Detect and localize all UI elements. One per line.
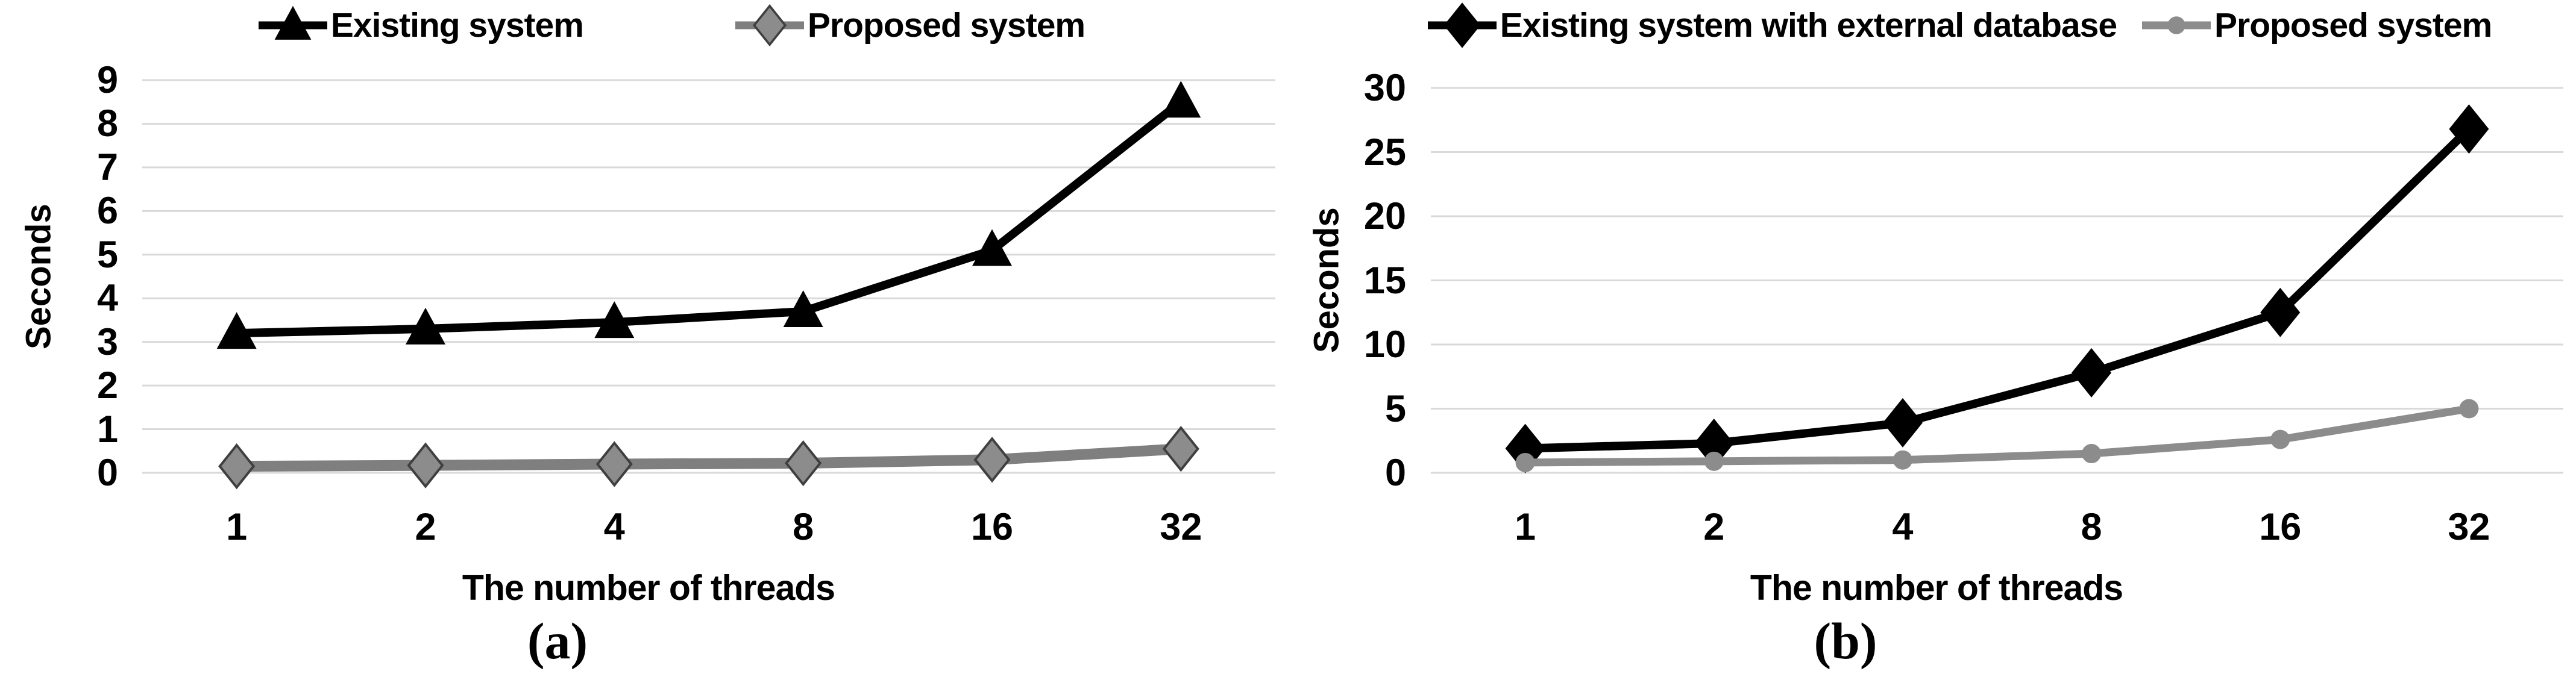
- y-tick-label: 10: [1363, 323, 1406, 366]
- y-tick-label: 3: [96, 320, 118, 363]
- y-tick-label: 2: [96, 364, 118, 407]
- diamond-marker: [1444, 2, 1481, 48]
- y-tick-label: 20: [1363, 195, 1406, 237]
- circle-marker: [2167, 16, 2185, 34]
- y-tick-label: 1: [96, 408, 118, 451]
- legend-item-proposed-system: Proposed system: [734, 2, 1085, 48]
- legend-item-proposed-system: Proposed system: [2141, 2, 2492, 48]
- panel-b: Existing system with external database P…: [1288, 0, 2576, 674]
- x-axis-title: The number of threads: [1750, 568, 2123, 608]
- legend-a: Existing system Proposed system: [54, 2, 1288, 48]
- plot-area-b: [1431, 87, 2563, 474]
- series-line: [236, 98, 1184, 338]
- legend-item-existing-system: Existing system: [257, 2, 584, 48]
- diamond-marker: [2072, 348, 2112, 398]
- y-tick-label: 5: [1384, 387, 1406, 430]
- triangle-marker: [594, 301, 635, 339]
- x-tick-label: 8: [793, 506, 814, 548]
- diamond-marker: [1882, 398, 1923, 448]
- x-tick-label: 2: [1703, 506, 1725, 548]
- legend-b: Existing system with external database P…: [1342, 2, 2576, 48]
- legend-item-existing-system-external-db: Existing system with external database: [1427, 2, 2117, 48]
- y-tick-label: 4: [96, 277, 118, 320]
- plot-area-a: [142, 79, 1275, 490]
- y-tick-label: 0: [96, 452, 118, 494]
- x-tick-label: 16: [2259, 506, 2302, 548]
- circle-marker: [1704, 451, 1724, 471]
- series-line: [1525, 126, 2472, 453]
- circle-marker: [2270, 429, 2290, 449]
- diamond-marker-icon: [1427, 2, 1497, 48]
- x-tick-label: 1: [1515, 506, 1536, 548]
- legend-label: Existing system with external database: [1500, 6, 2117, 45]
- x-tick-label: 2: [415, 506, 436, 548]
- x-tick-label: 32: [2448, 506, 2490, 548]
- diamond-marker-icon: [735, 4, 804, 47]
- triangle-marker: [783, 290, 823, 327]
- y-tick-label: 9: [96, 59, 118, 101]
- diamond-marker: [1694, 419, 1734, 469]
- y-tick-label: 15: [1363, 259, 1406, 302]
- y-tick-label: 0: [1384, 452, 1406, 494]
- x-tick-label: 4: [1892, 506, 1914, 548]
- y-tick-label: 30: [1363, 67, 1406, 109]
- diamond-marker: [407, 442, 444, 488]
- y-tick-label: 7: [96, 146, 118, 189]
- diamond-marker: [785, 440, 822, 487]
- diamond-marker: [595, 441, 633, 487]
- circle-marker: [2459, 399, 2479, 419]
- circle-marker-icon: [2142, 16, 2211, 34]
- x-tick-label: 1: [226, 506, 248, 548]
- panel-a: Existing system Proposed system Seconds …: [19, 2, 1288, 670]
- x-tick-label: 4: [603, 506, 625, 548]
- triangle-marker: [274, 5, 312, 40]
- legend-label: Existing system: [330, 6, 584, 45]
- triangle-marker: [972, 229, 1012, 266]
- triangle-marker: [216, 312, 257, 349]
- diamond-marker: [973, 437, 1011, 483]
- diamond-marker: [2449, 104, 2489, 154]
- subfigure-caption-a: (a): [527, 612, 588, 670]
- series-line: [236, 443, 1181, 472]
- x-tick-label: 8: [2081, 506, 2102, 548]
- triangle-marker: [406, 307, 445, 345]
- diamond-marker: [218, 443, 256, 490]
- y-tick-label: 6: [96, 190, 118, 232]
- x-tick-label: 32: [1160, 506, 1202, 548]
- diamond-marker: [1162, 425, 1199, 472]
- series-line: [1525, 405, 2470, 467]
- x-tick-label: 16: [970, 506, 1014, 548]
- y-tick-label: 25: [1363, 131, 1406, 173]
- circle-marker: [1515, 452, 1535, 472]
- y-tick-label: 8: [96, 102, 118, 145]
- circle-marker: [1893, 450, 1912, 470]
- diamond-marker: [752, 4, 787, 47]
- triangle-marker-icon: [258, 5, 327, 40]
- y-tick-label: 5: [96, 233, 118, 276]
- legend-label: Proposed system: [807, 6, 1085, 45]
- triangle-marker: [1161, 81, 1201, 118]
- subfigure-caption-b: (b): [1814, 612, 1877, 670]
- x-axis-title: The number of threads: [462, 568, 835, 608]
- circle-marker: [2082, 444, 2102, 464]
- legend-label: Proposed system: [2214, 6, 2492, 45]
- diamond-marker: [2260, 287, 2301, 337]
